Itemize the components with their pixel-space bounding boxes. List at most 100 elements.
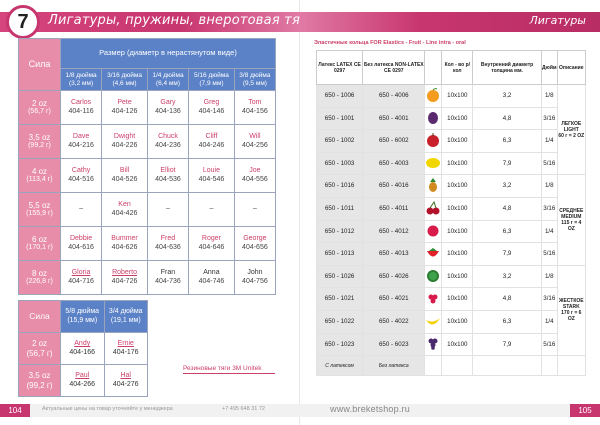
product-cell: – [188, 192, 235, 227]
inner-diameter: 6,3 [472, 129, 542, 153]
product-name: Will [249, 133, 261, 141]
plum-icon [425, 110, 441, 125]
product-cell: Tom 404-156 [233, 90, 277, 125]
product-code: 404-516 [68, 175, 94, 183]
latex-code: 650 - 1016 [315, 174, 364, 198]
table-row: 650 - 1021 650 - 4021 10x100 4,8 3/16 [315, 287, 586, 311]
product-cell: Dwight 404-226 [101, 124, 148, 159]
inner-diameter: 6,3 [472, 219, 542, 244]
table-row: 650 - 1001 650 - 4001 10x100 4,8 3/16 [315, 106, 586, 131]
product-name: Gloria [71, 269, 91, 277]
size-inch: 5/8 дюйма [65, 308, 100, 316]
latex-legend: С латексом [315, 355, 364, 377]
table-row: 8 oz (226,8 г) Gloria 404-716 Roberto 404-726… [18, 260, 277, 295]
left-page: Лигатуры, пружины, внеротовая тяга 7 Сил… [0, 0, 300, 425]
fruit-cell [424, 106, 443, 131]
latex-code: 650 - 1003 [315, 151, 364, 176]
force-grams: (226,8 г) [26, 278, 53, 286]
product-name: Cliff [205, 133, 218, 141]
size-header: Размер (диаметр в нерастянутом виде) [60, 38, 276, 69]
table-row: 650 - 1022 650 - 4022 10x100 6,3 1/4 [315, 309, 586, 334]
header-banner: Лигатуры [300, 12, 600, 32]
product-code: 404-276 [112, 380, 139, 388]
size-column-header: 3/16 дюйма (4,6 мм) [101, 68, 148, 91]
product-code: 404-146 [198, 107, 225, 115]
page-number: 104 [0, 404, 30, 417]
nonlatex-code: 650 - 4003 [362, 151, 426, 176]
force-grams: (56,7 г) [28, 108, 51, 116]
product-cell: – [233, 192, 277, 227]
product-code: 404-616 [68, 243, 94, 251]
product-cell: Carlos 404-116 [59, 90, 103, 125]
product-code: 404-656 [242, 243, 268, 251]
inch-size: 1/4 [540, 309, 558, 334]
table-row: 2 oz (56,7 г) Carlos 404-116 Pete 404-126 Gary… [18, 90, 277, 125]
page-title: Лигатуры, пружины, внеротовая тяга [48, 13, 316, 28]
product-code: 404-236 [155, 141, 181, 149]
size-column-header: 5/16 дюйма (7,9 мм) [188, 68, 235, 91]
nonlatex-column-header: Без латекса NON-LATEX CE 0297 [362, 50, 426, 85]
product-cell: Louie 404-546 [188, 158, 235, 193]
quantity: 10x100 [441, 84, 474, 108]
product-cell: George 404-656 [233, 226, 277, 261]
product-code: 404-726 [111, 277, 138, 285]
website-link[interactable]: www.breketshop.ru [330, 404, 410, 414]
table-row: 6 oz (170,1 г) Debbie 404-616 Bummer 404-626 F… [18, 226, 277, 261]
empty-cell [472, 355, 542, 377]
product-cell: – [146, 192, 190, 227]
size-column-header: 5/8 дюйма (15,9 мм) [60, 300, 105, 333]
force-header: Сила [18, 300, 61, 333]
product-name: Greg [203, 99, 220, 107]
table-row: 4 oz (113,4 г) Cathy 404-516 Bill 404-526 Elli… [18, 158, 277, 193]
product-code: 404-636 [155, 243, 181, 251]
product-code: 404-736 [155, 277, 181, 285]
product-cell: Cathy 404-516 [59, 158, 103, 193]
size-column-header: 3/4 дюйма (19,1 мм) [103, 300, 148, 333]
product-name: Pete [117, 99, 132, 107]
force-cell: 8 oz (226,8 г) [18, 260, 61, 295]
footer-phone: +7 495 648 31 72 [222, 406, 265, 412]
product-name: Louie [202, 167, 220, 175]
product-code: 404-176 [112, 348, 139, 356]
product-cell: Gary 404-136 [146, 90, 190, 125]
table-row: 650 - 1013 650 - 4013 10x100 7,9 5/16 [315, 242, 586, 266]
inner-diameter: 3,2 [472, 84, 542, 108]
description-line: СРЕДНЕЕ [559, 208, 584, 215]
size-mm: (3,2 мм) [69, 79, 94, 87]
quantity: 10x100 [441, 151, 474, 176]
product-name: – [209, 205, 214, 213]
product-cell: Greg 404-146 [188, 90, 235, 125]
inch-size: 1/8 [540, 84, 558, 108]
nonlatex-code: 650 - 4001 [362, 106, 426, 131]
force-grams: (99,2 г) [28, 142, 51, 150]
product-name: Tom [248, 99, 262, 107]
force-description: ЛЕГКОЕ LIGHT 60 г = 2 OZ [556, 83, 587, 176]
apple-icon [425, 132, 441, 147]
product-code: 404-246 [198, 141, 225, 149]
product-code: 404-256 [242, 141, 268, 149]
nonlatex-legend: Без латекса [362, 355, 426, 377]
footer [300, 404, 600, 417]
product-name: Ernie [117, 340, 134, 348]
latex-code: 650 - 1013 [315, 242, 364, 266]
product-cell: Fred 404-636 [146, 226, 190, 261]
nonlatex-code: 650 - 4016 [362, 174, 426, 198]
description-line: STARK [562, 304, 580, 311]
header-banner: Лигатуры, пружины, внеротовая тяга [0, 12, 315, 32]
nonlatex-code: 650 - 4021 [362, 287, 426, 311]
page-title: Лигатуры [529, 14, 586, 27]
nonlatex-code: 650 - 4022 [362, 309, 426, 334]
product-code: 404-136 [155, 107, 181, 115]
product-cell: Debbie 404-616 [59, 226, 103, 261]
table-row: 650 - 1026 650 - 4026 10x100 3,2 1/8 ЖЕСТКОЕ S… [315, 264, 587, 357]
product-name: Elliot [160, 167, 176, 175]
product-name: – [166, 205, 170, 213]
product-cell: Pete 404-126 [101, 90, 148, 125]
product-name: Anna [203, 269, 220, 277]
latex-code: 650 - 1012 [315, 219, 364, 244]
product-name: – [79, 205, 84, 213]
force-oz: 4 oz [31, 166, 48, 176]
inner-diameter: 4,8 [472, 196, 542, 221]
force-cell: 3,5 oz (99,2 г) [18, 364, 61, 397]
size-column-header: 3/8 дюйма (9,5 мм) [233, 68, 277, 91]
